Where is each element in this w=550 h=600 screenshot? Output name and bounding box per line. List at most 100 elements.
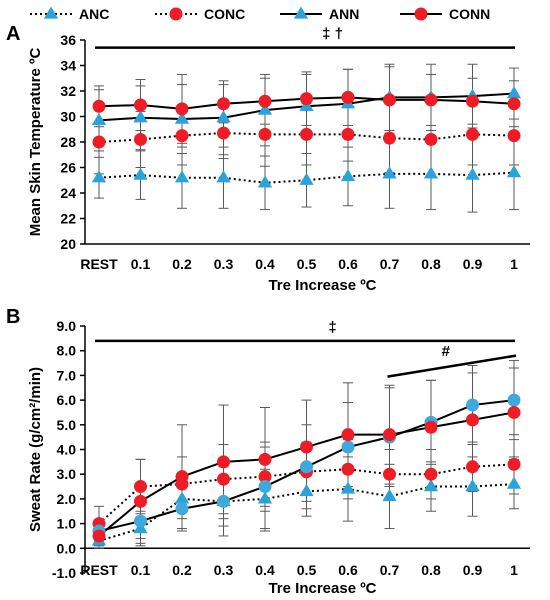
panel-a-x-tick-label: 0.2 (172, 256, 192, 272)
panel-a-marker-conc (175, 129, 189, 143)
legend-label-conc: CONC (204, 6, 245, 22)
panel-b-annotation-symbol: # (442, 343, 451, 360)
panel-b-x-axis-title: Tre Increase ºC (268, 580, 376, 597)
panel-a-skin-temperature-chart: A 20 22 24 26 28 30 32 34 36 REST 0.1 0.2 0.3 0.4 0.5 0.… (6, 23, 530, 294)
panel-b-x-tick-label: 0.7 (380, 562, 400, 578)
panel-b-marker-ann (134, 514, 147, 528)
panel-a-marker-ann (216, 110, 231, 123)
panel-a-marker-anc (216, 170, 231, 183)
panel-a-marker-conc (507, 129, 521, 143)
panel-a-x-tick-label: 0.4 (255, 256, 275, 272)
panel-b-y-axis-title: Sweat Rate (g/cm²/min) (27, 367, 44, 532)
panel-a-marker-ann (91, 112, 107, 125)
panel-a-marker-conc (341, 127, 355, 141)
panel-b-marker-ann (217, 494, 230, 508)
panel-b-y-tick-label: 8.0 (57, 343, 77, 359)
legend-marker-ann (293, 6, 309, 19)
panel-a-marker-conc (92, 135, 106, 149)
panel-b-x-tick-label: 0.3 (214, 562, 234, 578)
panel-b-marker-anc (299, 483, 314, 497)
panel-a-marker-conc (424, 132, 438, 146)
panel-a-y-tick-label: 20 (60, 236, 76, 252)
panel-b-x-tick-label: 0.8 (421, 562, 441, 578)
panel-a-y-tick-label: 22 (60, 211, 76, 227)
panel-a-marker-conc (134, 132, 147, 146)
panel-b-marker-conc (383, 467, 396, 481)
panel-a-marker-anc (423, 166, 439, 179)
panel-b-y-tick-label: 3.0 (57, 466, 77, 482)
panel-b-marker-conc (466, 460, 479, 474)
panel-a-marker-conn (300, 92, 313, 106)
panel-a-marker-anc (506, 165, 522, 178)
panel-a-y-tick-label: 34 (60, 58, 76, 74)
panel-b-marker-ann (300, 460, 313, 474)
panel-b-marker-conn (134, 494, 147, 508)
panel-a-marker-anc (340, 168, 356, 182)
panel-a-marker-conc (466, 127, 479, 141)
panel-a-y-tick-label: 26 (60, 160, 76, 176)
panel-a-x-tick-label: 0.5 (297, 256, 317, 272)
panel-b-annotation-line (387, 354, 517, 378)
panel-a-x-tick-label: 0.3 (214, 256, 234, 272)
panel-a-marker-conn (258, 94, 272, 108)
panel-b-y-tick-label: 0.0 (57, 540, 77, 556)
panel-b-marker-anc (506, 476, 522, 489)
panel-b-y-tick-label: 5.0 (57, 417, 77, 433)
panel-b-marker-anc (423, 479, 439, 492)
panel-a-marker-conc (258, 127, 272, 141)
panel-a-x-tick-label: 0.1 (131, 256, 151, 272)
panel-b-x-tick-label: 0.9 (463, 562, 483, 578)
panel-b-marker-ann (258, 480, 272, 494)
panel-b-marker-conc (507, 457, 521, 471)
panel-b-letter: B (6, 306, 20, 328)
panel-b-x-tick-label: REST (80, 562, 118, 578)
legend-label-anc: ANC (79, 6, 109, 22)
panel-a-marker-anc (465, 167, 480, 180)
panel-b-marker-ann (466, 398, 479, 412)
panel-a-marker-conn (424, 93, 438, 107)
panel-a-marker-ann (506, 86, 522, 99)
panel-b-marker-conc (258, 470, 272, 484)
panel-b-marker-ann (341, 440, 355, 454)
panel-a-y-tick-label: 30 (60, 109, 76, 125)
panel-a-x-tick-label: 0.9 (463, 256, 483, 272)
panel-a-marker-conn (466, 94, 479, 108)
panel-a-marker-conn (92, 99, 106, 113)
panel-b-marker-conn (424, 420, 438, 434)
legend-marker-conc (169, 7, 183, 21)
panel-a-x-tick-label: REST (80, 256, 118, 272)
panel-b-series-line-conc (98, 463, 515, 525)
panel-a-marker-conc (300, 127, 313, 141)
panel-a-marker-anc (299, 172, 314, 185)
panel-b-y-tick-label: -1.0 (52, 565, 76, 581)
panel-b-y-tick-label: 6.0 (57, 392, 77, 408)
panel-b-x-tick-label: 0.4 (255, 562, 275, 578)
panel-a-marker-anc (174, 170, 190, 183)
panel-b-marker-conn (92, 529, 106, 543)
panel-a-y-tick-label: 28 (60, 134, 76, 150)
panel-b-y-tick-label: 2.0 (57, 491, 77, 507)
panel-b-y-tick-label: 4.0 (57, 442, 77, 458)
panel-a-y-tick-label: 36 (60, 32, 76, 48)
legend-marker-anc (43, 6, 59, 19)
panel-b-marker-anc (174, 491, 190, 504)
panel-b-marker-anc (465, 479, 480, 492)
panel-a-x-axis-title: Tre Increase ºC (268, 277, 376, 294)
panel-b-significance-symbol: ‡ (328, 319, 336, 336)
panel-b-marker-conc (134, 480, 147, 494)
panel-b-marker-conn (217, 455, 230, 469)
panel-b-marker-conn (300, 440, 313, 454)
panel-a-marker-conc (383, 131, 396, 145)
panel-a-significance-symbol: ‡ † (322, 26, 343, 43)
panel-b-marker-conn (175, 470, 189, 484)
panel-b-x-tick-label: 1 (510, 562, 518, 578)
panel-a-letter: A (6, 23, 20, 45)
panel-b-x-tick-label: 0.2 (172, 562, 192, 578)
legend-label-conn: CONN (449, 6, 490, 22)
legend-marker-conn (414, 7, 428, 21)
panel-a-marker-conc (217, 126, 230, 140)
panel-a-x-tick-label: 0.8 (421, 256, 441, 272)
panel-b-x-tick-label: 0.6 (338, 562, 358, 578)
panel-a-marker-conn (383, 93, 396, 107)
